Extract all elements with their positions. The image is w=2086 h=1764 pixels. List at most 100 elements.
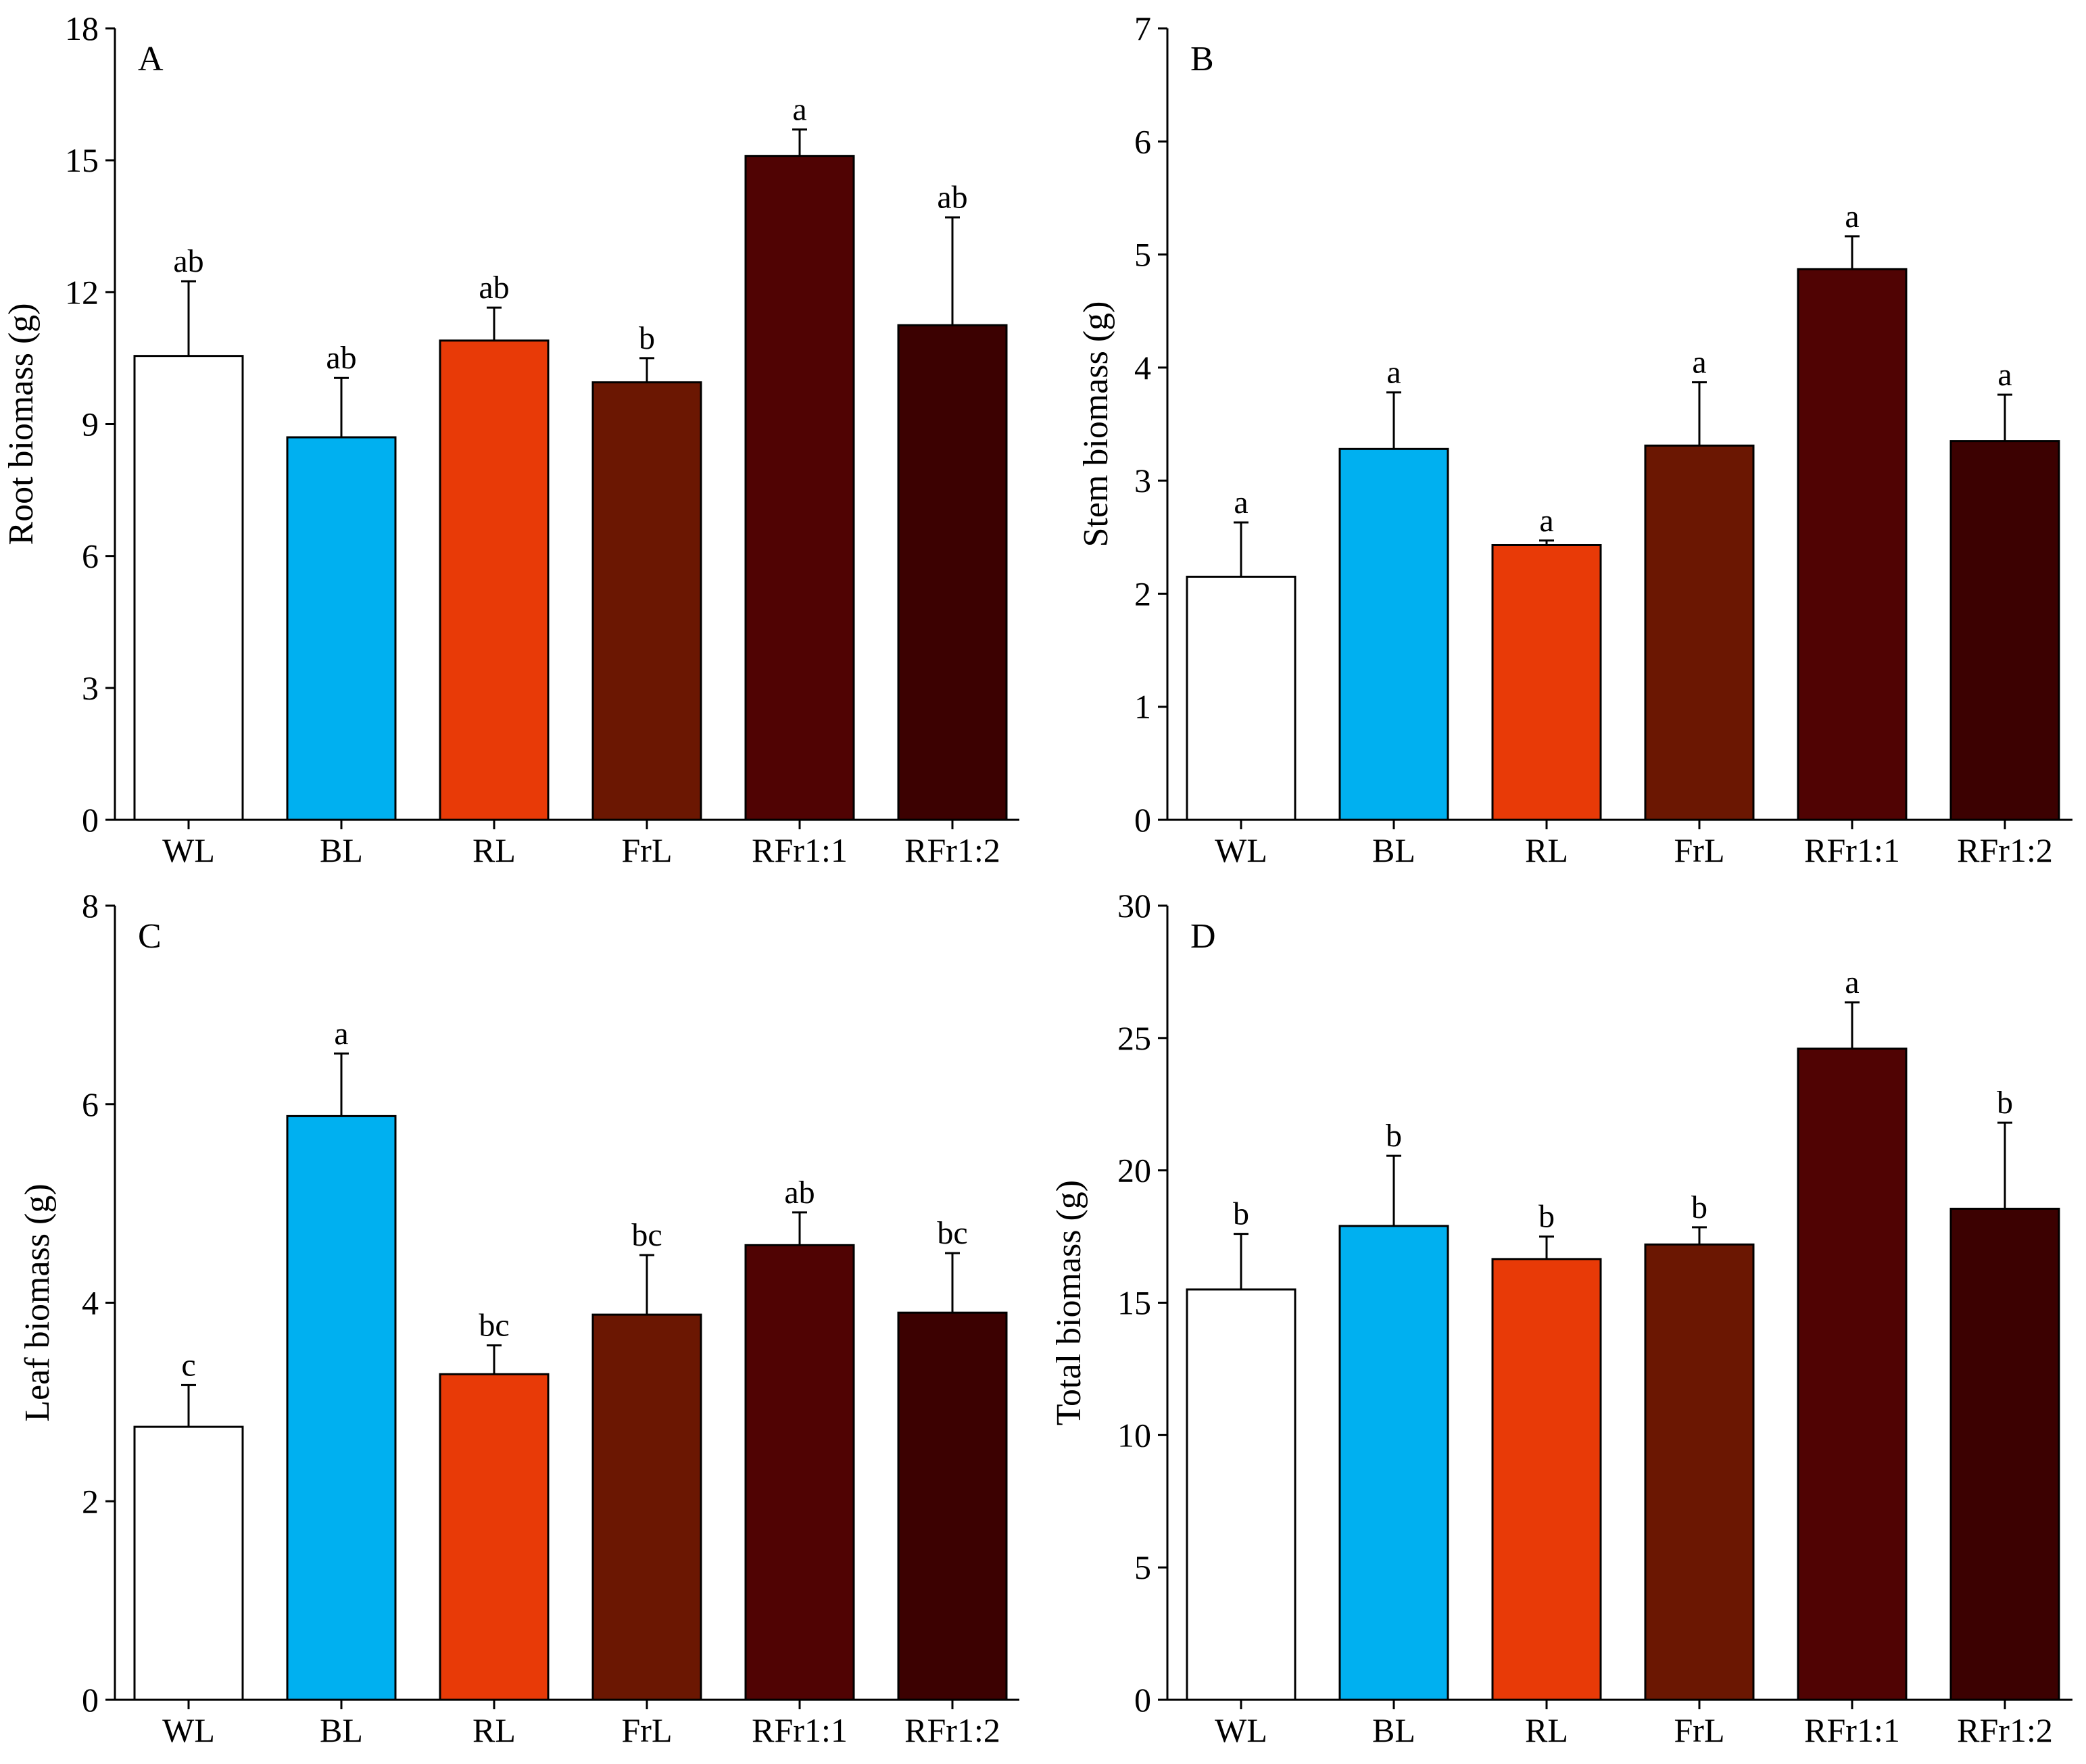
y-tick-label: 6 [82, 537, 99, 575]
x-tick-label: RFr1:2 [904, 831, 1000, 869]
bar-frl [591, 1313, 702, 1701]
y-tick-label: 6 [1134, 122, 1151, 160]
sig-letter-bl: a [1386, 355, 1401, 391]
y-tick-label: 0 [1134, 801, 1151, 839]
x-tick-label: FrL [622, 831, 673, 869]
sig-letter-rfr1-1: a [1845, 199, 1859, 235]
sig-letter-rfr1-2: bc [937, 1215, 967, 1251]
y-tick-label: 15 [1117, 1284, 1151, 1322]
sig-letter-rfr1-2: ab [937, 180, 967, 216]
y-axis-title: Stem biomass (g) [1077, 301, 1115, 547]
y-tick-label: 15 [65, 141, 99, 179]
sig-letter-bl: a [334, 1016, 348, 1052]
y-tick-label: 0 [82, 801, 99, 839]
y-tick-label: 4 [82, 1284, 99, 1322]
sig-letter-rfr1-2: b [1997, 1085, 2013, 1121]
panel-label: A [138, 40, 164, 78]
x-tick-label: RFr1:1 [752, 831, 848, 869]
sig-letter-frl: bc [631, 1217, 662, 1253]
y-tick-label: 5 [1134, 1548, 1151, 1586]
sig-letter-bl: b [1386, 1118, 1402, 1154]
sig-letter-rl: bc [479, 1308, 509, 1344]
sig-letter-frl: a [1692, 345, 1706, 381]
sig-letter-bl: ab [326, 340, 356, 376]
y-tick-label: 5 [1134, 236, 1151, 274]
sig-letter-rl: a [1539, 503, 1553, 539]
bar-wl [1186, 1288, 1296, 1701]
y-tick-label: 9 [82, 406, 99, 443]
sig-letter-wl: ab [173, 243, 203, 279]
y-tick-label: 12 [65, 273, 99, 311]
sig-letter-wl: c [181, 1347, 195, 1383]
x-tick-label: FrL [1674, 1711, 1725, 1749]
x-tick-label: BL [1372, 831, 1415, 869]
bar-wl [133, 355, 244, 821]
sig-letter-rfr1-1: a [1845, 964, 1859, 1000]
y-tick-label: 8 [82, 887, 99, 925]
bar-rl [439, 1373, 550, 1701]
x-tick-label: WL [1215, 831, 1267, 869]
x-tick-label: RFr1:2 [1957, 831, 2053, 869]
y-axis-title: Leaf biomass (g) [18, 1183, 57, 1421]
bar-frl [591, 381, 702, 821]
y-tick-label: 25 [1117, 1019, 1151, 1057]
x-tick-label: RL [472, 831, 516, 869]
bar-rfr1-2 [897, 1311, 1008, 1701]
bar-rfr1-2 [1949, 1207, 2060, 1701]
bar-bl [1338, 447, 1449, 821]
y-tick-label: 4 [1134, 349, 1151, 387]
x-tick-label: FrL [1674, 831, 1725, 869]
y-tick-label: 30 [1117, 887, 1151, 925]
bar-rfr1-1 [744, 155, 855, 821]
x-tick-label: BL [1372, 1711, 1415, 1749]
sig-letter-rfr1-1: ab [784, 1175, 815, 1210]
bar-bl [286, 436, 397, 821]
y-tick-label: 18 [65, 9, 99, 47]
panel-c: c WL a BL bc RL bc FrL ab RFr1:1 bc RFr1:2 0 2 4 6 8 Leaf… [18, 887, 1019, 1749]
bar-rfr1-1 [1797, 1048, 1908, 1701]
y-tick-label: 3 [82, 669, 99, 707]
sig-letter-rl: ab [479, 270, 509, 305]
x-tick-label: RFr1:2 [904, 1711, 1000, 1749]
x-tick-label: RFr1:2 [1957, 1711, 2053, 1749]
sig-letter-rfr1-2: a [1997, 357, 2012, 393]
x-tick-label: RL [1525, 831, 1568, 869]
panel-b: a WL a BL a RL a FrL a RFr1:1 a RFr1:2 0 1 2 3 4 5 6 7 Stem … [1077, 9, 2072, 869]
y-tick-label: 7 [1134, 9, 1151, 47]
y-tick-label: 2 [82, 1482, 99, 1520]
x-tick-label: RFr1:1 [1804, 831, 1900, 869]
y-tick-label: 20 [1117, 1152, 1151, 1190]
x-tick-label: WL [162, 1711, 215, 1749]
bar-rl [1491, 543, 1602, 821]
panel-label: C [138, 917, 162, 956]
y-axis-title: Total biomass (g) [1050, 1180, 1088, 1425]
panel-d: b WL b BL b RL b FrL a RFr1:1 b RFr1:2 0 5 10 15 20 25 30 T… [1050, 887, 2072, 1749]
bar-bl [286, 1114, 397, 1701]
sig-letter-rfr1-1: a [792, 92, 806, 128]
bar-rl [439, 339, 550, 821]
y-tick-label: 10 [1117, 1416, 1151, 1454]
bar-rfr1-2 [897, 324, 1008, 821]
x-tick-label: FrL [622, 1711, 673, 1749]
x-tick-label: WL [1215, 1711, 1267, 1749]
y-tick-label: 2 [1134, 574, 1151, 612]
y-tick-label: 6 [82, 1085, 99, 1123]
y-tick-label: 0 [82, 1681, 99, 1719]
bar-wl [133, 1425, 244, 1701]
x-tick-label: RL [472, 1711, 516, 1749]
x-tick-label: RFr1:1 [752, 1711, 848, 1749]
y-tick-label: 3 [1134, 462, 1151, 499]
bar-frl [1644, 1243, 1755, 1701]
bar-wl [1186, 575, 1296, 821]
bar-rl [1491, 1258, 1602, 1701]
x-tick-label: WL [162, 831, 215, 869]
panel-label: D [1190, 917, 1216, 956]
bar-frl [1644, 444, 1755, 821]
x-tick-label: RFr1:1 [1804, 1711, 1900, 1749]
x-tick-label: BL [320, 831, 363, 869]
sig-letter-wl: a [1234, 485, 1248, 520]
bar-bl [1338, 1225, 1449, 1701]
bar-rfr1-1 [1797, 268, 1908, 821]
panel-label: B [1190, 40, 1214, 78]
